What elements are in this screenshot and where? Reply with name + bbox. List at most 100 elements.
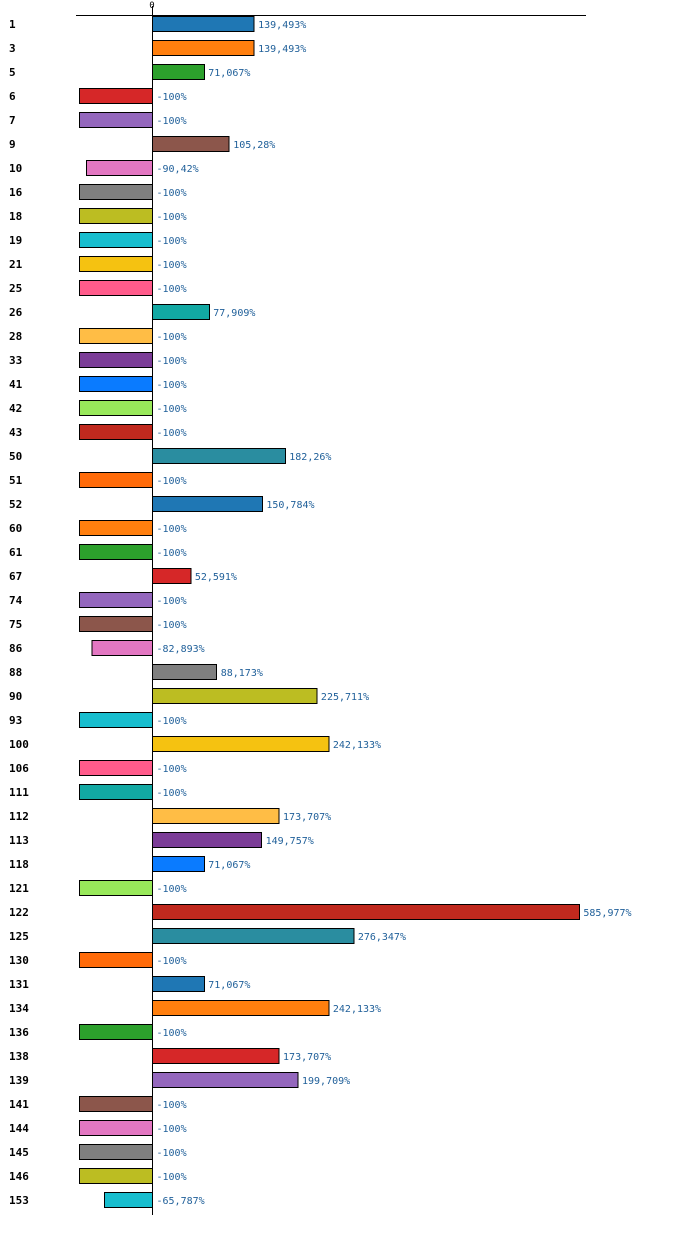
- value-label: -100%: [157, 356, 187, 367]
- bar-145: [79, 1144, 153, 1160]
- bar-139: [152, 1072, 299, 1088]
- bar-131: [152, 976, 205, 992]
- category-label: 153: [9, 1194, 29, 1207]
- value-label: -100%: [157, 884, 187, 895]
- value-label: 52,591%: [195, 572, 237, 583]
- bar-138: [152, 1048, 280, 1064]
- bar-60: [79, 520, 153, 536]
- value-label: -100%: [157, 716, 187, 727]
- value-label: 149,757%: [266, 836, 314, 847]
- category-label: 106: [9, 762, 29, 775]
- category-label: 41: [9, 378, 23, 391]
- value-label: -100%: [157, 764, 187, 775]
- bar-74: [79, 592, 153, 608]
- value-label: -100%: [157, 428, 187, 439]
- category-label: 42: [9, 402, 22, 415]
- value-label: -100%: [157, 236, 187, 247]
- value-label: -100%: [157, 404, 187, 415]
- bar-86: [91, 640, 153, 656]
- category-label: 28: [9, 330, 22, 343]
- value-label: 105,28%: [233, 140, 275, 151]
- bar-141: [79, 1096, 153, 1112]
- category-label: 26: [9, 306, 23, 319]
- value-label: -100%: [157, 596, 187, 607]
- value-label: -100%: [157, 956, 187, 967]
- value-label: 585,977%: [583, 908, 631, 919]
- bar-16: [79, 184, 153, 200]
- bar-50: [152, 448, 286, 464]
- bar-1: [152, 16, 255, 32]
- value-label: -100%: [157, 380, 187, 391]
- bar-122: [152, 904, 580, 920]
- bar-106: [79, 760, 153, 776]
- category-label: 7: [9, 114, 16, 127]
- bar-7: [79, 112, 153, 128]
- value-label: -100%: [157, 188, 187, 199]
- category-label: 111: [9, 786, 29, 799]
- value-label: -100%: [157, 524, 187, 535]
- bar-118: [152, 856, 205, 872]
- bar-52: [152, 496, 263, 512]
- category-label: 113: [9, 834, 29, 847]
- bar-111: [79, 784, 153, 800]
- value-label: 71,067%: [208, 68, 250, 79]
- category-label: 10: [9, 162, 22, 175]
- bar-18: [79, 208, 153, 224]
- category-label: 141: [9, 1098, 29, 1111]
- category-label: 3: [9, 42, 16, 55]
- category-label: 74: [9, 594, 23, 607]
- category-label: 121: [9, 882, 29, 895]
- category-label: 60: [9, 522, 22, 535]
- category-label: 112: [9, 810, 29, 823]
- category-label: 52: [9, 498, 22, 511]
- bar-41: [79, 376, 153, 392]
- bar-5: [152, 64, 205, 80]
- value-label: -100%: [157, 92, 187, 103]
- value-label: 77,909%: [213, 308, 255, 319]
- bar-93: [79, 712, 153, 728]
- bar-88: [152, 664, 218, 680]
- value-label: -100%: [157, 284, 187, 295]
- category-label: 118: [9, 858, 29, 871]
- bar-67: [152, 568, 192, 584]
- bar-28: [79, 328, 153, 344]
- bar-42: [79, 400, 153, 416]
- category-label: 125: [9, 930, 29, 943]
- value-label: 199,709%: [302, 1076, 350, 1087]
- value-label: -100%: [157, 1100, 187, 1111]
- category-label: 136: [9, 1026, 29, 1039]
- category-label: 93: [9, 714, 22, 727]
- bar-134: [152, 1000, 330, 1016]
- value-label: 242,133%: [333, 740, 381, 751]
- category-label: 16: [9, 186, 23, 199]
- value-label: 139,493%: [258, 44, 306, 55]
- category-label: 139: [9, 1074, 29, 1087]
- value-label: -100%: [157, 1172, 187, 1183]
- category-label: 90: [9, 690, 22, 703]
- category-label: 43: [9, 426, 22, 439]
- bar-51: [79, 472, 153, 488]
- category-label: 33: [9, 354, 22, 367]
- bar-100: [152, 736, 330, 752]
- category-label: 61: [9, 546, 23, 559]
- value-label: 150,784%: [266, 500, 314, 511]
- bar-153: [104, 1192, 154, 1208]
- value-label: 71,067%: [208, 860, 250, 871]
- value-label: 225,711%: [321, 692, 369, 703]
- category-label: 5: [9, 66, 16, 79]
- bar-113: [152, 832, 263, 848]
- category-label: 18: [9, 210, 22, 223]
- category-label: 131: [9, 978, 29, 991]
- value-label: 71,067%: [208, 980, 250, 991]
- bar-21: [79, 256, 153, 272]
- value-label: 173,707%: [283, 812, 331, 823]
- bar-144: [79, 1120, 153, 1136]
- value-label: 182,26%: [289, 452, 331, 463]
- value-label: 276,347%: [358, 932, 406, 943]
- bar-19: [79, 232, 153, 248]
- category-label: 122: [9, 906, 29, 919]
- bar-136: [79, 1024, 153, 1040]
- category-label: 138: [9, 1050, 29, 1063]
- value-label: -100%: [157, 332, 187, 343]
